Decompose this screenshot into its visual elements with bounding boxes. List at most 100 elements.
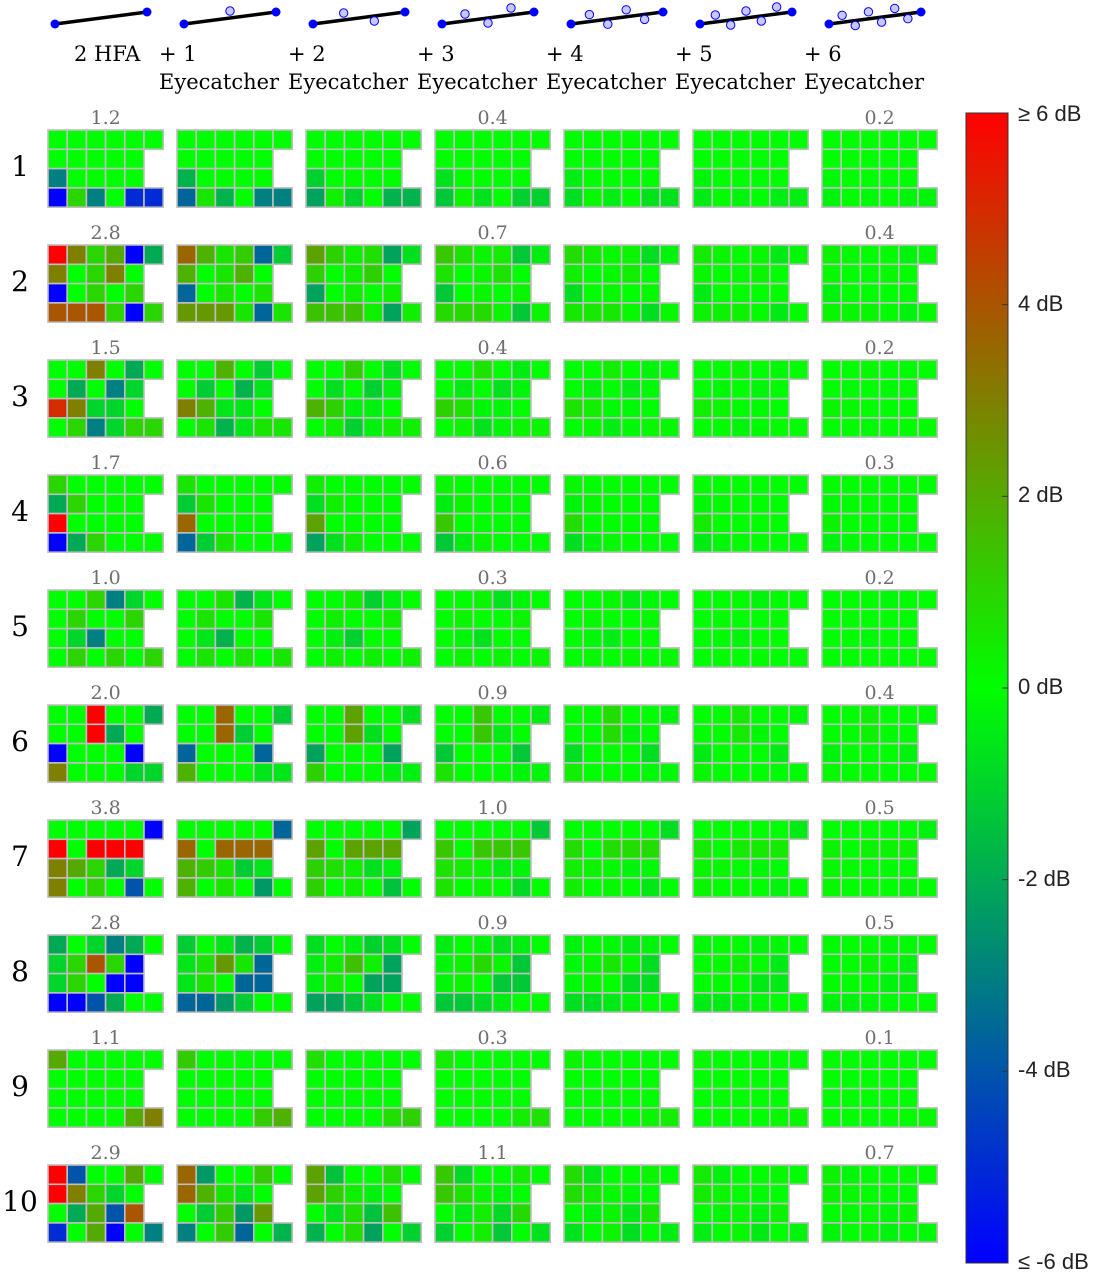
heatmap-cell bbox=[104, 302, 126, 323]
heatmap-cell bbox=[214, 627, 236, 649]
heatmap-cell bbox=[124, 972, 145, 994]
row-label: 4 bbox=[11, 495, 29, 528]
heatmap-cell bbox=[601, 819, 623, 841]
heatmap-cell bbox=[582, 493, 604, 515]
heatmap-cell bbox=[85, 992, 107, 1014]
heatmap-cell bbox=[692, 647, 714, 669]
heatmap-cell bbox=[788, 129, 810, 151]
heatmap-cell bbox=[711, 148, 733, 170]
baseline-point-icon bbox=[50, 19, 60, 29]
heatmap-cell bbox=[233, 302, 255, 323]
heatmap-cell bbox=[381, 417, 403, 438]
heatmap-cell bbox=[434, 167, 456, 189]
heatmap-cell bbox=[434, 857, 456, 879]
heatmap-cell bbox=[233, 972, 255, 994]
heatmap-cell bbox=[85, 1222, 107, 1244]
heatmap-cell bbox=[659, 302, 681, 323]
heatmap-cell bbox=[897, 992, 919, 1014]
heatmap-cell bbox=[401, 877, 423, 899]
heatmap-cell bbox=[434, 187, 456, 208]
heatmap-cell bbox=[343, 953, 365, 975]
score-label: 1.7 bbox=[90, 452, 121, 474]
heatmap-cell bbox=[601, 992, 623, 1014]
heatmap-cell bbox=[659, 1049, 681, 1071]
heatmap-cell bbox=[620, 723, 642, 745]
heatmap-cell bbox=[272, 992, 294, 1014]
heatmap-cell bbox=[253, 723, 274, 745]
heatmap-cell bbox=[324, 857, 346, 879]
column-label: + 4 Eyecatcher bbox=[546, 42, 667, 94]
heatmap-cell bbox=[324, 627, 346, 649]
heatmap-cell bbox=[768, 1222, 790, 1244]
heatmap-cell bbox=[659, 1164, 681, 1186]
heatmap-cell bbox=[47, 742, 69, 764]
heatmap-cell bbox=[582, 838, 604, 860]
heatmap-cell bbox=[47, 167, 69, 189]
heatmap-cell bbox=[381, 302, 403, 323]
heatmap-cell bbox=[401, 532, 423, 554]
heatmap-cell bbox=[917, 647, 939, 669]
heatmap-cell bbox=[768, 762, 790, 784]
heatmap-cell bbox=[768, 263, 790, 285]
heatmap-cell bbox=[639, 819, 661, 841]
heatmap-cell bbox=[104, 857, 126, 879]
heatmap-cell bbox=[917, 1222, 939, 1244]
heatmap-cell bbox=[749, 704, 771, 726]
heatmap-cell bbox=[768, 1068, 790, 1090]
heatmap-cell bbox=[582, 1202, 604, 1224]
heatmap-cell bbox=[840, 263, 862, 285]
heatmap-cell bbox=[434, 359, 456, 381]
heatmap-cell bbox=[176, 704, 198, 726]
eyecatcher-point-icon bbox=[621, 5, 631, 15]
heatmap-cell bbox=[620, 417, 642, 438]
heatmap-cell bbox=[362, 723, 384, 745]
heatmap-cell bbox=[104, 972, 126, 994]
heatmap-cell bbox=[840, 1202, 862, 1224]
heatmap-cell bbox=[639, 608, 661, 630]
heatmap-cell bbox=[324, 647, 346, 669]
heatmap-cell bbox=[788, 589, 810, 611]
heatmap-cell bbox=[620, 1068, 642, 1090]
heatmap-cell bbox=[305, 1068, 327, 1090]
heatmap-cell bbox=[305, 167, 327, 189]
heatmap-cell bbox=[362, 282, 384, 304]
heatmap-cell bbox=[362, 608, 384, 630]
heatmap-cell bbox=[878, 378, 900, 400]
heatmap-cell bbox=[878, 244, 900, 266]
heatmap-cell bbox=[272, 359, 294, 381]
heatmap-cell bbox=[768, 723, 790, 745]
heatmap-cell bbox=[530, 417, 552, 438]
heatmap-cell bbox=[233, 148, 255, 170]
heatmap-cell bbox=[582, 129, 604, 151]
heatmap-cell bbox=[730, 417, 752, 438]
heatmap-cell bbox=[711, 378, 733, 400]
heatmap-cell bbox=[821, 742, 843, 764]
heatmap-cell bbox=[66, 934, 88, 956]
heatmap-cell bbox=[233, 359, 255, 381]
heatmap-cell bbox=[859, 934, 881, 956]
heatmap-cell bbox=[124, 359, 145, 381]
heatmap-cell bbox=[620, 992, 642, 1014]
heatmap-cell bbox=[620, 1164, 642, 1186]
heatmap-cell bbox=[324, 244, 346, 266]
heatmap-cell bbox=[343, 417, 365, 438]
heatmap-cell bbox=[563, 704, 585, 726]
heatmap-cell bbox=[305, 397, 327, 419]
heatmap-cell bbox=[711, 972, 733, 994]
heatmap-cell bbox=[253, 129, 274, 151]
heatmap-cell bbox=[491, 129, 513, 151]
heatmap-cell bbox=[434, 493, 456, 515]
heatmap-cell bbox=[214, 1164, 236, 1186]
heatmap-cell bbox=[840, 647, 862, 669]
heatmap-cell bbox=[233, 723, 255, 745]
baseline-point-icon bbox=[824, 19, 834, 29]
heatmap-cell bbox=[878, 877, 900, 899]
heatmap-cell bbox=[749, 263, 771, 285]
heatmap-cell bbox=[692, 819, 714, 841]
colorbar-tick-label: -4 dB bbox=[1018, 1057, 1071, 1083]
heatmap-cell bbox=[233, 838, 255, 860]
heatmap-cell bbox=[195, 1087, 217, 1109]
heatmap-cell bbox=[563, 532, 585, 554]
heatmap-cell bbox=[711, 627, 733, 649]
heatmap-cell bbox=[47, 762, 69, 784]
